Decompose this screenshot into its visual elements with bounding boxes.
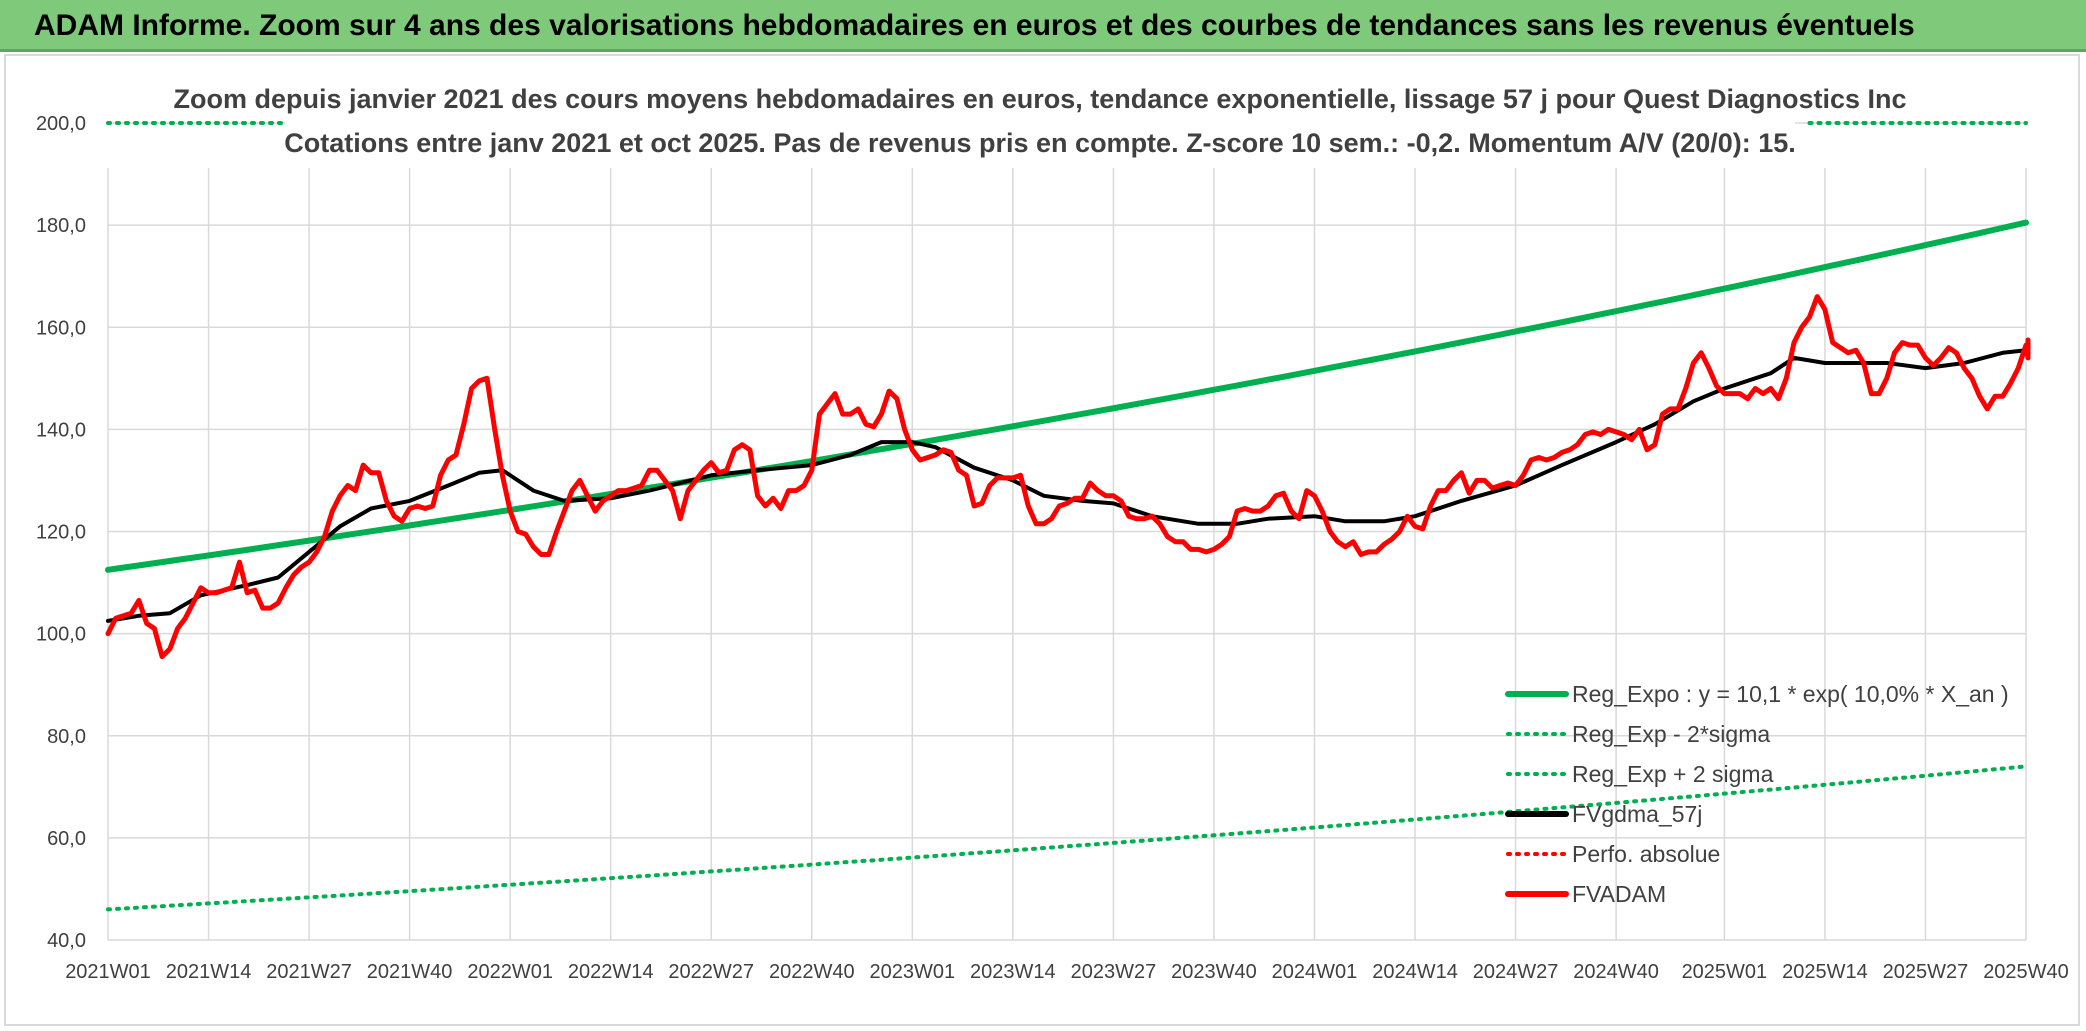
y-tick-label: 60,0 <box>47 828 86 850</box>
x-tick-label: 2025W14 <box>1782 961 1868 983</box>
x-tick-label: 2021W40 <box>367 961 453 983</box>
x-tick-label: 2024W01 <box>1272 961 1358 983</box>
legend-label: Reg_Exp - 2*sigma <box>1572 721 1770 747</box>
title-backdrop <box>285 76 1795 164</box>
x-tick-label: 2025W01 <box>1682 961 1768 983</box>
x-tick-label: 2023W01 <box>870 961 956 983</box>
series-line-reg-exp-2-sigma <box>106 764 2028 912</box>
x-tick-label: 2023W27 <box>1071 961 1157 983</box>
legend-label: Reg_Exp + 2 sigma <box>1572 761 1774 787</box>
x-tick-label: 2021W27 <box>266 961 352 983</box>
x-tick-label: 2025W27 <box>1883 961 1969 983</box>
y-tick-label: 100,0 <box>36 624 86 646</box>
x-tick-label: 2023W40 <box>1171 961 1257 983</box>
y-axis-ticks: 40,0 60,0 80,0 100,0 120,0 140,0 160,0 180,0 200… <box>36 113 86 952</box>
legend: Reg_Expo : y = 10,1 * exp( 10,0% * X_an … <box>1505 681 2009 907</box>
y-tick-label: 160,0 <box>36 317 86 339</box>
x-tick-label: 2022W27 <box>668 961 754 983</box>
legend-label: FVADAM <box>1572 881 1666 907</box>
x-tick-label: 2021W14 <box>166 961 252 983</box>
report-title-banner: ADAM Informe. Zoom sur 4 ans des valoris… <box>0 0 2086 52</box>
x-axis-ticks: 2021W01 2021W14 2021W27 2021W40 2022W01 2022W… <box>65 961 2069 983</box>
x-tick-label: 2024W40 <box>1573 961 1659 983</box>
grid-lines <box>107 122 2027 941</box>
y-tick-label: 80,0 <box>47 726 86 748</box>
y-tick-label: 120,0 <box>36 522 86 544</box>
x-tick-label: 2021W01 <box>65 961 151 983</box>
y-tick-label: 200,0 <box>36 113 86 135</box>
x-tick-label: 2024W27 <box>1473 961 1559 983</box>
x-tick-label: 2022W01 <box>467 961 553 983</box>
chart-frame <box>4 54 2080 1026</box>
y-tick-label: 40,0 <box>47 930 86 952</box>
series-line-fvadam <box>105 294 2031 660</box>
series-lines <box>105 121 2031 912</box>
x-tick-label: 2023W14 <box>970 961 1056 983</box>
chart-title-line2: Cotations entre janv 2021 et oct 2025. P… <box>284 128 1796 158</box>
x-tick-label: 2022W14 <box>568 961 654 983</box>
chart-title-line1: Zoom depuis janvier 2021 des cours moyen… <box>173 84 1906 114</box>
series-line-reg-expo <box>105 219 2029 573</box>
x-tick-label: 2024W14 <box>1372 961 1458 983</box>
legend-label: FVgdma_57j <box>1572 801 1702 827</box>
x-tick-label: 2022W40 <box>769 961 855 983</box>
series-line-fvgdma-57j <box>106 348 2028 623</box>
legend-label: Perfo. absolue <box>1572 841 1720 867</box>
y-tick-label: 180,0 <box>36 215 86 237</box>
y-tick-label: 140,0 <box>36 419 86 441</box>
x-tick-label: 2025W40 <box>1983 961 2069 983</box>
legend-label: Reg_Expo : y = 10,1 * exp( 10,0% * X_an … <box>1572 681 2009 707</box>
